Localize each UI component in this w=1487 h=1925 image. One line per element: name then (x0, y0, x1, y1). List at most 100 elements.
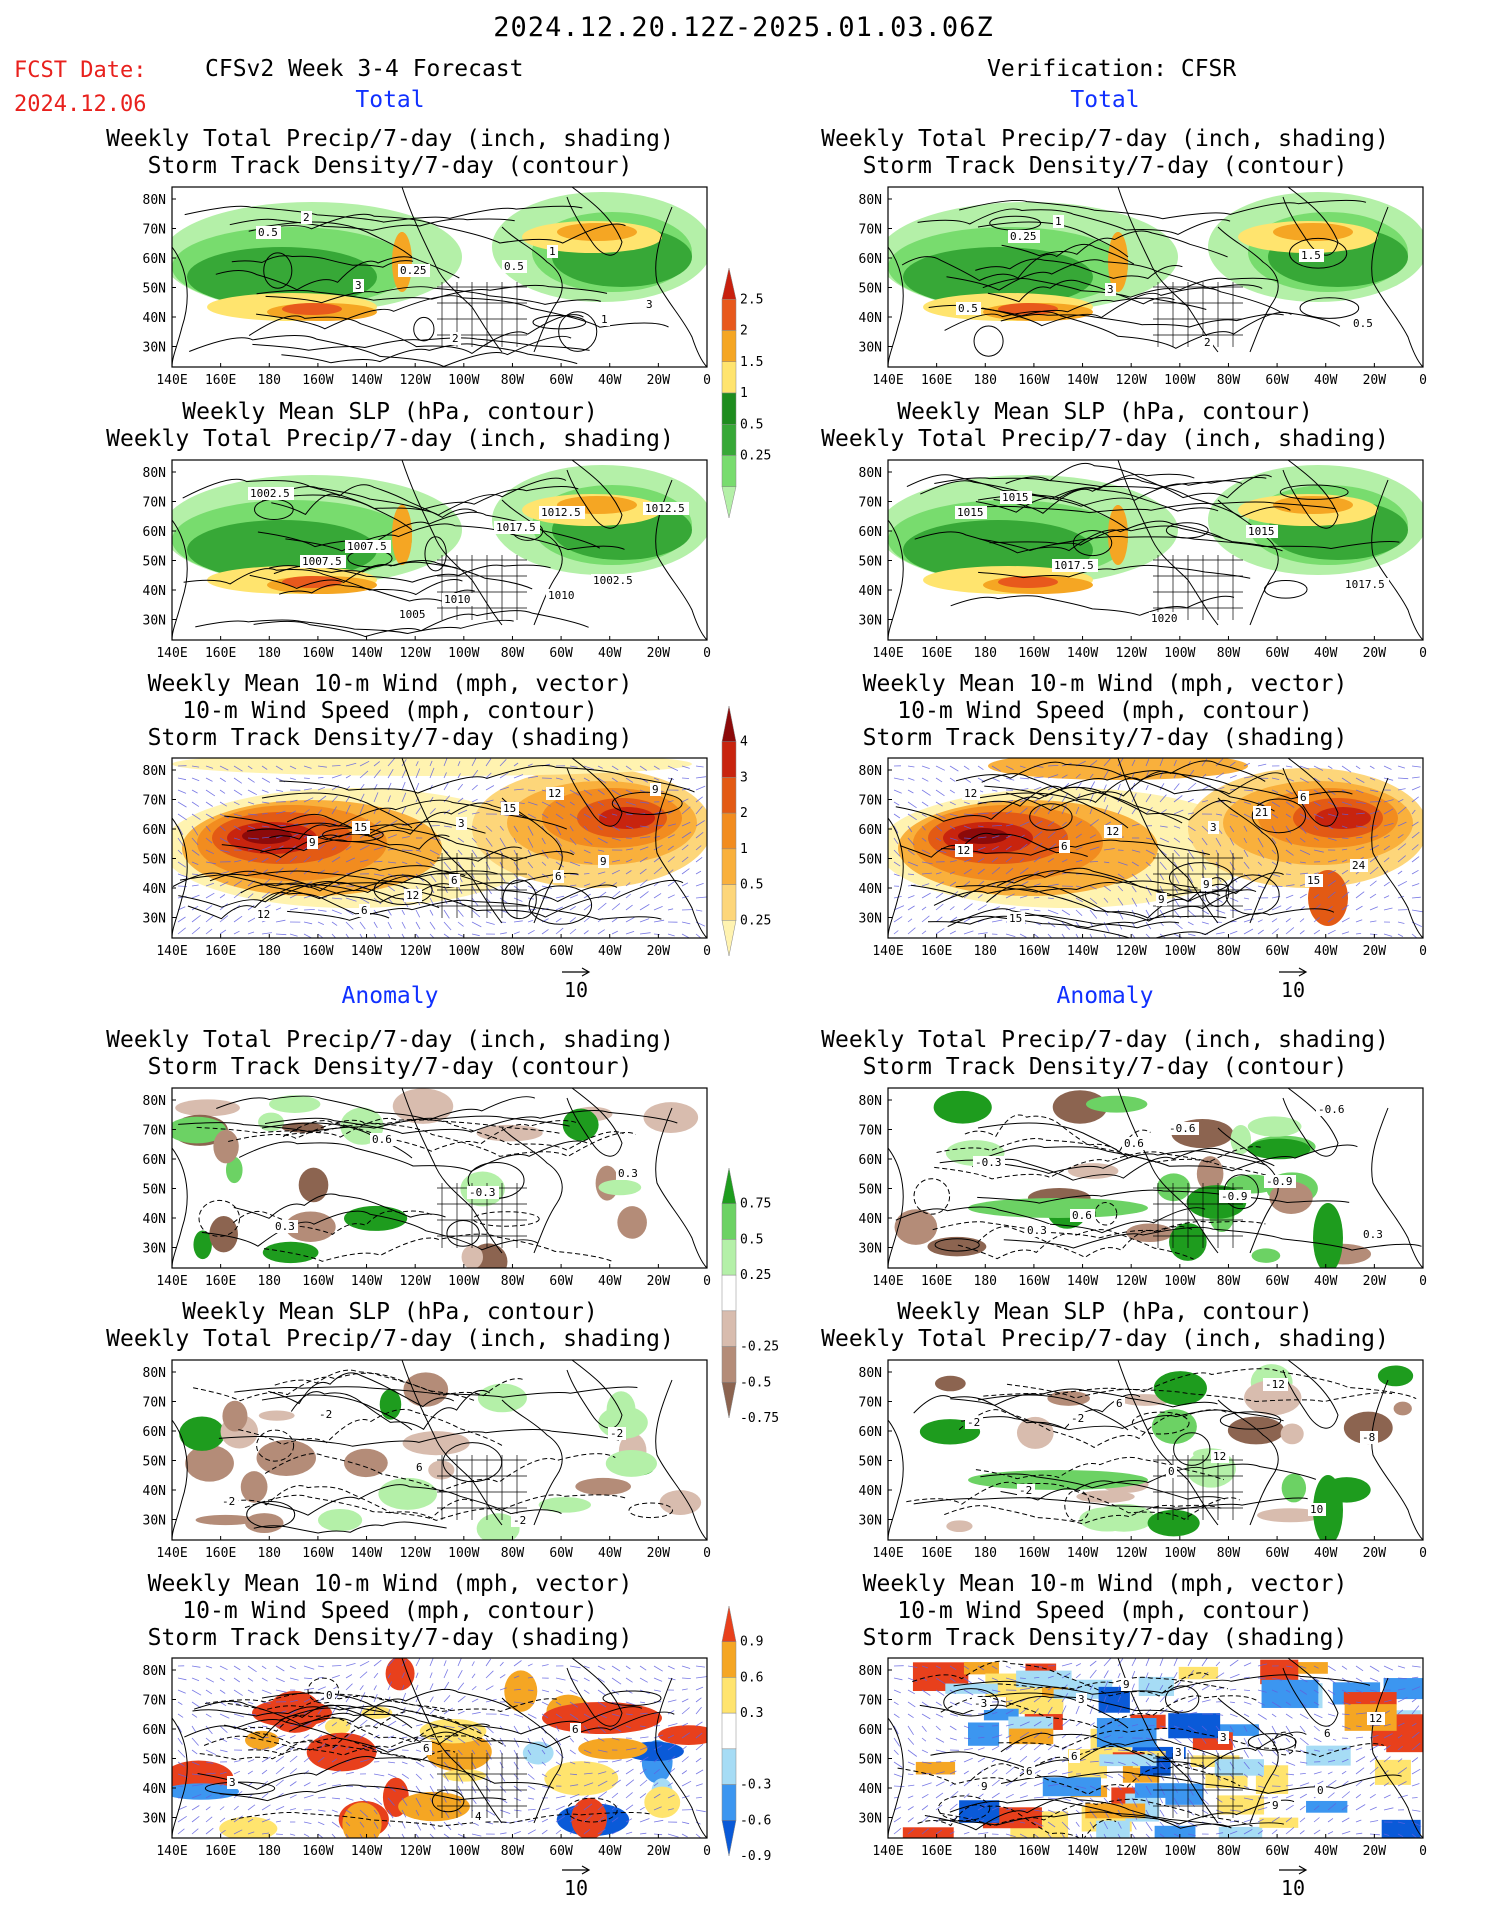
colorbar-tick-label: -0.6 (740, 1813, 771, 1828)
contour-label: 1015 (957, 506, 984, 519)
contour-label: 3 (1210, 821, 1217, 834)
latitude-label: 40N (143, 1484, 166, 1499)
contour-label: -0.6 (1169, 1122, 1196, 1135)
latitude-label: 80N (859, 1664, 882, 1679)
longitude-label: 60W (1265, 646, 1289, 661)
latitude-label: 40N (859, 584, 882, 599)
map-forecast-slp-anomaly: 80N 70N 60N 50N 40N 30N 140E 160E 180 160W 140W 120… (127, 1359, 712, 1574)
latitude-label: 70N (859, 1124, 882, 1139)
longitude-label: 140E (872, 646, 903, 661)
longitude-label: 140W (351, 1274, 382, 1289)
longitude-label: 140W (1067, 1546, 1098, 1561)
longitude-label: 180 (974, 373, 997, 388)
contour-label: -2 (610, 1427, 623, 1440)
latitude-label: 60N (143, 1425, 166, 1440)
colorbar-storm-track-total: 4 3 2 1 0.5 0.25 (721, 705, 782, 980)
contour-label: -2 (513, 1514, 526, 1527)
longitude-label: 0 (1419, 373, 1427, 388)
left-column-title: CFSv2 Week 3-4 Forecast (205, 56, 524, 82)
reference-vector-label: 10 (1281, 1876, 1306, 1900)
longitude-label: 20W (647, 944, 671, 959)
contour-label: 1007.5 (302, 555, 342, 568)
latitude-label: 70N (143, 1124, 166, 1139)
longitude-label: 20W (647, 1274, 671, 1289)
latitude-label: 70N (143, 1396, 166, 1411)
contour-label: -2 (967, 1416, 980, 1429)
colorbar-tick-label: 3 (740, 770, 748, 785)
longitude-label: 160W (302, 646, 333, 661)
section-total-right: Total (1070, 87, 1140, 113)
longitude-label: 80W (1217, 1546, 1241, 1561)
contour-label: 0 (1317, 1784, 1324, 1797)
date-range-title: 2024.12.20.12Z-2025.01.03.06Z (493, 12, 994, 43)
longitude-label: 120W (400, 944, 431, 959)
longitude-label: 100W (1164, 1546, 1195, 1561)
map-forecast-wind-anomaly: 80N 70N 60N 50N 40N 30N 140E 160E 180 160W 140W 120… (127, 1657, 712, 1872)
latitude-label: 30N (143, 614, 166, 629)
contour-label: 10 (1310, 1503, 1323, 1516)
latitude-label: 40N (859, 311, 882, 326)
latitude-label: 60N (859, 1153, 882, 1168)
contour-label: 0.5 (258, 226, 278, 239)
longitude-label: 140W (1067, 944, 1098, 959)
contour-label: 12 (1106, 825, 1119, 838)
longitude-label: 0 (1419, 1844, 1427, 1859)
contour-label: -0.9 (1221, 1190, 1248, 1203)
longitude-label: 80W (501, 1274, 525, 1289)
contour-label: 12 (1369, 1712, 1382, 1725)
longitude-label: 100W (448, 1274, 479, 1289)
contour-label: 6 (1300, 791, 1307, 804)
longitude-label: 0 (1419, 944, 1427, 959)
contour-label: 1015 (1002, 491, 1029, 504)
longitude-label: 0 (703, 373, 711, 388)
reference-vector-fc-total: 10 (558, 966, 598, 1010)
longitude-label: 120W (1116, 646, 1147, 661)
latitude-label: 80N (859, 1094, 882, 1109)
longitude-label: 140E (872, 373, 903, 388)
contour-label: 1 (549, 245, 556, 258)
title-vf-precip-anom: Weekly Total Precip/7-day (inch, shading… (821, 1027, 1389, 1080)
latitude-label: 70N (143, 496, 166, 511)
longitude-label: 180 (974, 1844, 997, 1859)
contour-label: -0.6 (1318, 1103, 1345, 1116)
colorbar-tick-label: 0.9 (740, 1635, 763, 1650)
latitude-label: 60N (859, 252, 882, 267)
contour-label: 1017.5 (1054, 559, 1094, 572)
longitude-label: 20W (647, 1546, 671, 1561)
colorbar-tick-label: 1.5 (740, 355, 763, 370)
longitude-label: 160E (205, 373, 236, 388)
title-vf-wind-anom: Weekly Mean 10-m Wind (mph, vector) 10-m … (862, 1571, 1348, 1651)
longitude-label: 160E (921, 1546, 952, 1561)
contour-label: 0.6 (1072, 1209, 1092, 1222)
reference-vector-label: 10 (1281, 978, 1306, 1002)
longitude-label: 140E (156, 1274, 187, 1289)
latitude-label: 80N (859, 1366, 882, 1381)
contour-label: 12 (964, 787, 977, 800)
longitude-label: 160E (205, 646, 236, 661)
contour-label: 12 (957, 844, 970, 857)
longitude-label: 40W (598, 646, 622, 661)
latitude-label: 40N (143, 311, 166, 326)
contour-label: 0 (326, 1689, 333, 1702)
contour-label: 2 (1204, 336, 1211, 349)
latitude-label: 50N (859, 1455, 882, 1470)
latitude-label: 50N (143, 555, 166, 570)
contour-label: 1007.5 (347, 540, 387, 553)
contour-label: 3 (229, 1776, 236, 1789)
longitude-label: 180 (974, 1274, 997, 1289)
longitude-label: 160E (205, 1844, 236, 1859)
longitude-label: 20W (1363, 1274, 1387, 1289)
latitude-label: 80N (859, 764, 882, 779)
longitude-label: 140E (156, 646, 187, 661)
longitude-label: 140W (351, 646, 382, 661)
longitude-label: 140W (1067, 373, 1098, 388)
contour-label: 0.25 (1010, 230, 1037, 243)
colorbar-tick-label: 2.5 (740, 292, 763, 307)
latitude-label: 50N (143, 1183, 166, 1198)
contour-label: 9 (600, 855, 607, 868)
contour-label: -2 (1071, 1412, 1084, 1425)
